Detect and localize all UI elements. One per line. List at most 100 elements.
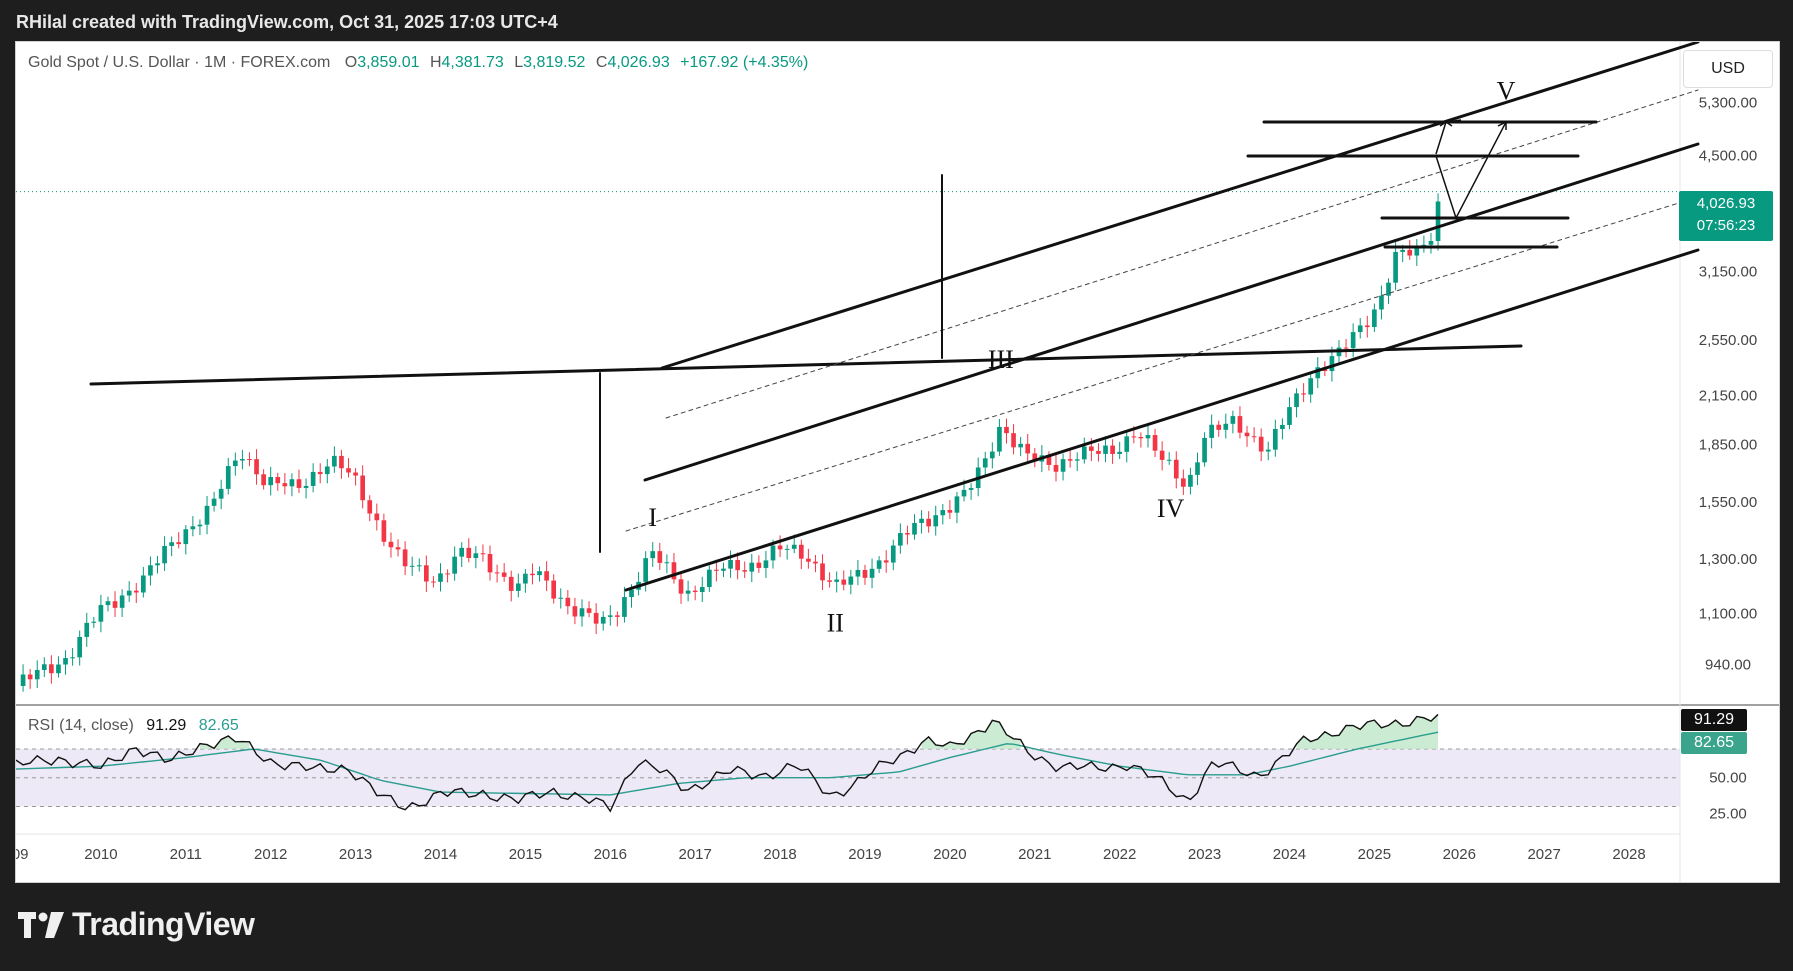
candle: [1301, 383, 1306, 403]
candle: [848, 569, 854, 595]
time-tick-label: 2016: [594, 846, 627, 863]
price-tick-label: 4,500.00: [1699, 148, 1757, 165]
candle: [890, 539, 896, 571]
candle: [685, 580, 691, 602]
candle: [416, 558, 422, 572]
candle: [940, 503, 946, 525]
candle: [813, 554, 818, 573]
candle: [487, 545, 493, 581]
time-tick-label: 2019: [848, 846, 881, 863]
high-key: H: [429, 54, 442, 71]
candle: [1011, 424, 1016, 455]
candle: [63, 650, 68, 675]
candle: [360, 465, 366, 509]
candle: [1216, 420, 1222, 437]
candle: [452, 546, 457, 581]
candle: [1435, 193, 1441, 251]
time-tick-label: 2024: [1273, 846, 1306, 863]
candle: [282, 473, 288, 495]
candle: [968, 483, 974, 500]
candle: [912, 514, 917, 540]
candle: [869, 558, 875, 589]
time-tick-label: 2027: [1527, 846, 1560, 863]
candle: [1428, 232, 1434, 254]
time-tick-label: 2023: [1188, 846, 1221, 863]
candle: [898, 523, 903, 554]
rsi-ma-value-tag: 82.65: [1681, 732, 1747, 754]
candle: [593, 603, 599, 635]
price-tick-label: 2,550.00: [1699, 332, 1757, 349]
candle: [1096, 443, 1101, 462]
tradingview-logo[interactable]: TradingView: [18, 906, 255, 943]
candle: [1258, 428, 1264, 462]
candle: [141, 566, 146, 598]
candle: [1173, 451, 1179, 489]
rsi-overbought-fill: [1296, 714, 1439, 749]
symbol-name[interactable]: Gold Spot / U.S. Dollar · 1M · FOREX.com: [28, 54, 331, 71]
rsi-overbought-fill: [199, 735, 250, 749]
candle: [862, 564, 868, 585]
candle: [261, 469, 266, 490]
candle: [784, 544, 790, 560]
candle: [579, 599, 585, 627]
candle: [1152, 428, 1158, 458]
price-tick-label: 3,150.00: [1699, 263, 1757, 280]
candle: [494, 564, 500, 583]
rsi-tick-label: 50.00: [1709, 770, 1747, 787]
candle: [1117, 441, 1123, 459]
candle: [1181, 469, 1186, 495]
candle: [112, 591, 118, 618]
candle: [148, 556, 153, 586]
channel-lower-line: [624, 248, 1700, 592]
currency-selector[interactable]: USD: [1683, 50, 1773, 88]
time-tick-label: 2017: [678, 846, 711, 863]
candle: [1272, 419, 1278, 457]
candle: [388, 532, 394, 558]
candle: [459, 542, 465, 568]
candle: [1315, 357, 1321, 389]
candle: [367, 495, 373, 522]
candle: [381, 513, 387, 547]
open-key: O: [344, 54, 358, 71]
candle: [855, 560, 861, 586]
candle: [1414, 238, 1420, 266]
rsi-legend: RSI (14, close) 91.29 82.65: [28, 717, 239, 735]
candle: [105, 596, 111, 612]
rsi-tick-label: 25.00: [1709, 806, 1747, 823]
candle: [1308, 373, 1314, 403]
candle: [982, 451, 988, 476]
candle: [1386, 278, 1391, 304]
candle: [735, 552, 740, 580]
candle: [1364, 315, 1370, 338]
candle: [1103, 436, 1108, 463]
wave-label: IV: [1157, 494, 1185, 523]
projection-arrowhead-1: [1439, 121, 1453, 127]
candle: [954, 491, 960, 524]
brand-name: TradingView: [72, 906, 255, 942]
candle: [706, 565, 712, 593]
candle: [1244, 425, 1250, 447]
candle: [49, 655, 54, 684]
rsi-ma-value: 82.65: [198, 717, 239, 734]
candle: [211, 491, 217, 512]
time-tick-label: 2015: [509, 846, 542, 863]
rsi-label[interactable]: RSI (14, close): [28, 717, 134, 734]
candle: [374, 503, 380, 531]
bar-countdown: 07:56:23: [1696, 217, 1756, 234]
candle: [600, 611, 606, 631]
candle: [558, 588, 564, 609]
candle: [841, 570, 847, 591]
last-price: 4,026.93: [1696, 195, 1756, 212]
chart-caption: RHilal created with TradingView.com, Oct…: [16, 12, 558, 32]
candle: [721, 562, 726, 578]
chart-frame[interactable]: I II III IV V 50.00 25.00 940.00 1,100.00 1,300…: [15, 41, 1780, 883]
candle: [317, 463, 323, 484]
close-value: 4,026.93: [607, 54, 670, 71]
candle: [798, 539, 804, 570]
candle: [218, 479, 224, 510]
candle: [1237, 406, 1243, 439]
candle: [523, 569, 528, 593]
wave-label: III: [988, 345, 1014, 374]
candle: [1025, 434, 1031, 464]
